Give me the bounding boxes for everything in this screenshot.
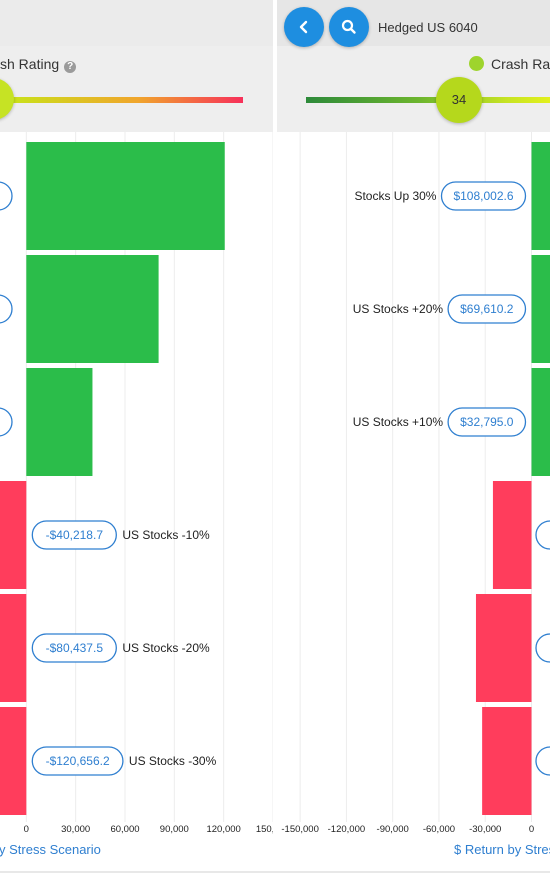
back-button[interactable] [284,7,324,47]
x-tick-label: 30,000 [61,824,90,835]
value-label-pill[interactable] [31,520,117,550]
question-circle-icon[interactable]: ? [64,61,77,73]
crash-rating-slider-knob[interactable] [0,78,14,120]
bar[interactable] [531,142,550,250]
x-tick-label: -60,000 [423,824,455,835]
value-label-pill[interactable] [31,633,117,663]
left-stress-chart: 0 30,000 60,000 90,000 120,000 150,000 -$40,21… [0,132,273,835]
data-label: -$40,218.7 [46,528,104,542]
bar[interactable] [531,368,550,476]
portfolio-name: Hedged US 6040 [378,20,478,35]
value-label-pill[interactable] [0,407,13,437]
crash-rating-slider-track[interactable] [306,97,550,103]
crash-rating-label: Crash Ratin [491,56,550,72]
x-tick-label: 60,000 [110,824,139,835]
left-portfolio-header: sh Rating? [0,0,273,132]
bar[interactable] [0,594,27,702]
x-tick-label: -150,000 [281,824,319,835]
scenario-label: US Stocks -10% [122,528,210,542]
bar[interactable] [26,142,225,250]
value-label-pill[interactable] [535,746,550,776]
value-label-pill[interactable] [535,633,550,663]
left-title-strip [0,0,273,46]
value-label-pill[interactable] [447,407,527,437]
x-tick-label: -90,000 [377,824,409,835]
x-tick-label: 150,000 [256,824,273,835]
x-tick-label: -30,000 [469,824,501,835]
x-tick-label: -120,000 [328,824,366,835]
data-label: $108,002.6 [453,189,513,203]
bottom-divider [0,871,550,873]
value-label-pill[interactable] [535,520,550,550]
x-tick-label: 0 [529,824,534,835]
bar[interactable] [475,594,532,702]
right-axis-title: $ Return by Stres [454,842,550,857]
value-label-pill[interactable] [440,181,527,211]
left-axis-title: y Stress Scenario [0,842,101,857]
bar[interactable] [492,481,532,589]
crash-rating-label: sh Rating? [0,56,77,73]
value-label-pill[interactable] [0,181,13,211]
bar[interactable] [482,707,532,815]
bar[interactable] [0,707,27,815]
data-label: $69,610.2 [460,302,514,316]
crash-rating-slider-track[interactable] [10,97,243,103]
x-tick-label: 90,000 [160,824,189,835]
bar[interactable] [531,255,550,363]
scenario-label: Stocks Up 30% [354,189,436,203]
chevron-left-icon [299,20,308,34]
search-icon [341,19,356,34]
value-label-pill[interactable] [31,746,124,776]
right-portfolio-header: Hedged US 6040 Crash Ratin 34 [277,0,550,132]
bar[interactable] [26,368,93,476]
crash-rating-dot [469,56,484,71]
scenario-label: US Stocks +10% [353,415,444,429]
data-label: -$80,437.5 [46,641,104,655]
x-tick-label: 120,000 [206,824,240,835]
crash-rating-slider-knob[interactable]: 34 [436,77,482,123]
x-tick-label: 0 [24,824,29,835]
scenario-label: US Stocks -30% [129,754,217,768]
scenario-label: US Stocks -20% [122,641,210,655]
value-label-pill[interactable] [0,294,13,324]
scenario-label: US Stocks +20% [353,302,444,316]
value-label-pill[interactable] [447,294,527,324]
bar[interactable] [26,255,159,363]
search-button[interactable] [329,7,369,47]
right-stress-chart: -150,000 -120,000 -90,000 -60,000 -30,000 0 $1… [281,132,550,835]
bar[interactable] [0,481,27,589]
data-label: -$120,656.2 [46,754,110,768]
data-label: $32,795.0 [460,415,514,429]
